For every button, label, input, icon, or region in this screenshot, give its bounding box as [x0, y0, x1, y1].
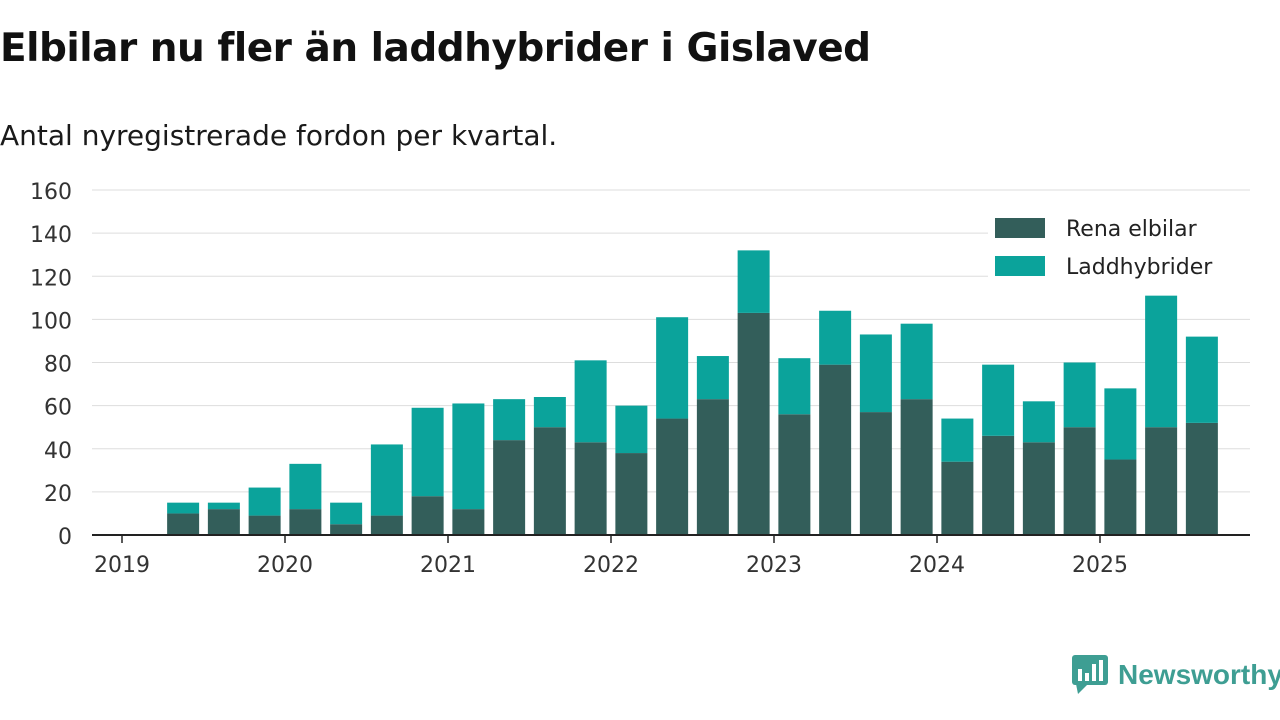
bar-rena-elbilar: [696, 399, 729, 535]
bar-rena-elbilar: [533, 427, 566, 535]
brand-logo: Newsworthy: [1072, 655, 1280, 695]
bar-rena-elbilar: [574, 442, 607, 535]
brand-name: Newsworthy: [1118, 659, 1280, 690]
y-tick-label: 60: [44, 396, 72, 421]
bar-rena-elbilar: [819, 364, 852, 535]
x-tick-label: 2019: [94, 553, 150, 578]
bar-rena-elbilar: [289, 509, 322, 535]
bar-rena-elbilar: [656, 418, 689, 535]
bar-rena-elbilar: [411, 496, 444, 535]
bar-rena-elbilar: [1104, 459, 1137, 535]
bar-laddhybrider: [452, 403, 485, 510]
bar-rena-elbilar: [900, 399, 933, 535]
bar-laddhybrider: [737, 250, 770, 313]
bar-laddhybrider: [656, 317, 689, 419]
bar-laddhybrider: [1022, 401, 1055, 443]
bar-laddhybrider: [248, 487, 281, 516]
x-tick-label: 2025: [1072, 553, 1128, 578]
bar-rena-elbilar: [859, 412, 892, 535]
bar-rena-elbilar: [941, 461, 974, 535]
bar-rena-elbilar: [207, 509, 240, 535]
bar-rena-elbilar: [452, 509, 485, 535]
bar-laddhybrider: [900, 323, 933, 400]
bar-laddhybrider: [615, 405, 648, 454]
bar-laddhybrider: [289, 463, 322, 510]
bar-laddhybrider: [696, 356, 729, 400]
bar-rena-elbilar: [248, 515, 281, 535]
y-tick-label: 160: [30, 180, 72, 205]
bar-laddhybrider: [941, 418, 974, 462]
x-tick-label: 2023: [746, 553, 802, 578]
bar-rena-elbilar: [330, 524, 363, 535]
bar-laddhybrider: [859, 334, 892, 413]
bar-laddhybrider: [533, 397, 566, 428]
y-tick-label: 0: [58, 525, 72, 550]
chart-title: Elbilar nu fler än laddhybrider i Gislav…: [0, 26, 871, 71]
x-tick-label: 2024: [909, 553, 965, 578]
legend-label-laddhybrider: Laddhybrider: [1066, 255, 1213, 280]
bar-rena-elbilar: [1022, 442, 1055, 535]
bar-laddhybrider: [982, 364, 1015, 436]
bar-laddhybrider: [370, 444, 403, 516]
legend-swatch-laddhybrider: [995, 256, 1045, 276]
bar-rena-elbilar: [1063, 427, 1096, 535]
bar-laddhybrider: [1063, 362, 1096, 428]
bar-laddhybrider: [1145, 295, 1178, 428]
bar-rena-elbilar: [1185, 422, 1218, 535]
y-tick-label: 100: [30, 309, 72, 334]
bar-rena-elbilar: [493, 440, 526, 535]
bar-laddhybrider: [167, 502, 200, 514]
y-tick-label: 80: [44, 353, 72, 378]
y-tick-label: 140: [30, 223, 72, 248]
bar-laddhybrider: [493, 399, 526, 441]
bar-laddhybrider: [1185, 336, 1218, 423]
bar-laddhybrider: [330, 502, 363, 525]
x-tick-label: 2020: [257, 553, 313, 578]
bar-laddhybrider: [778, 358, 811, 415]
bar-rena-elbilar: [167, 513, 200, 535]
bar-rena-elbilar: [982, 435, 1015, 535]
legend-label-rena-elbilar: Rena elbilar: [1066, 217, 1198, 242]
x-tick-label: 2021: [420, 553, 476, 578]
y-tick-label: 40: [44, 439, 72, 464]
bar-laddhybrider: [1104, 388, 1137, 460]
bar-laddhybrider: [207, 502, 240, 510]
legend-swatch-rena-elbilar: [995, 218, 1045, 238]
bar-rena-elbilar: [1145, 427, 1178, 535]
chart-subtitle: Antal nyregistrerade fordon per kvartal.: [0, 119, 558, 152]
bar-laddhybrider: [574, 360, 607, 443]
y-tick-label: 120: [30, 266, 72, 291]
bar-rena-elbilar: [737, 312, 770, 535]
bar-rena-elbilar: [370, 515, 403, 535]
bar-laddhybrider: [819, 310, 852, 365]
bar-laddhybrider: [411, 407, 444, 497]
bar-rena-elbilar: [778, 414, 811, 535]
bar-rena-elbilar: [615, 453, 648, 535]
y-tick-label: 20: [44, 482, 72, 507]
x-tick-label: 2022: [583, 553, 639, 578]
newsworthy-logo-icon: [1072, 655, 1108, 694]
